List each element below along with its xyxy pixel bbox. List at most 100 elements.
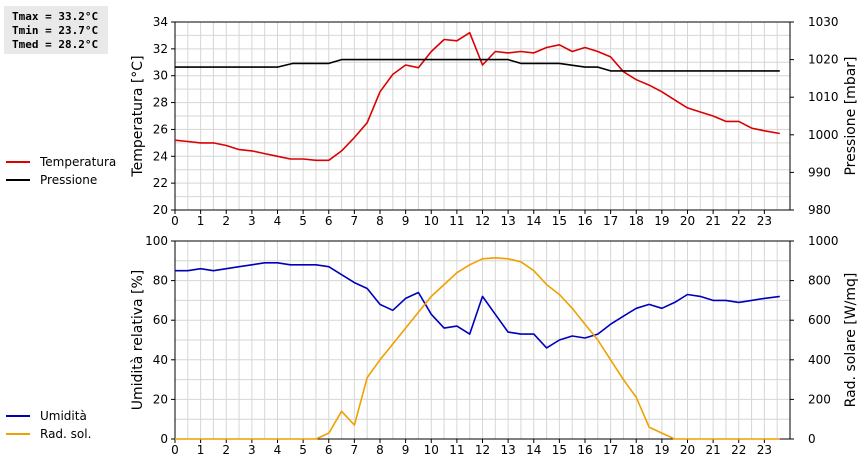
x-tick-label: 4 [274,443,282,457]
series-line-0-1 [175,58,780,72]
y-tick-label: 20 [153,203,168,217]
y-tick-label: 22 [153,176,168,190]
y-tick-label: 30 [153,69,168,83]
x-tick-label: 10 [424,214,439,228]
x-tick-label: 6 [325,443,333,457]
tmin-text: Tmin = 23.7°C [12,24,99,37]
x-tick-label: 3 [248,214,256,228]
legend-swatch-radsol [6,433,30,435]
y-tick-label: 34 [153,15,168,29]
y-tick-label: 60 [153,313,168,327]
legend-item-pressione: Pressione [6,171,116,189]
x-tick-label: 5 [299,214,307,228]
x-tick-label: 9 [402,443,410,457]
x-tick-label: 14 [526,443,541,457]
x-tick-label: 18 [629,214,644,228]
x-tick-label: 11 [449,443,464,457]
tmax-text: Tmax = 33.2°C [12,10,99,23]
y2-tick-label: 1000 [808,234,839,248]
x-tick-label: 20 [680,214,695,228]
y2-tick-label: 600 [808,313,831,327]
x-tick-label: 18 [629,443,644,457]
y2-tick-label: 990 [808,165,831,179]
y2-tick-label: 200 [808,392,831,406]
x-tick-label: 19 [654,443,669,457]
x-tick-label: 14 [526,214,541,228]
x-tick-label: 4 [274,214,282,228]
legend-label-umidita: Umidità [40,409,87,423]
x-tick-label: 7 [351,443,359,457]
x-tick-label: 17 [603,443,618,457]
y-tick-label: 80 [153,274,168,288]
y2-axis-label: Pressione [mbar] [843,56,859,175]
y2-tick-label: 800 [808,274,831,288]
x-tick-label: 15 [552,214,567,228]
y2-tick-label: 400 [808,353,831,367]
series-line-1-1 [175,256,780,440]
legend-swatch-temperatura [6,161,30,163]
legend-swatch-umidita [6,415,30,417]
x-tick-label: 16 [577,443,592,457]
legend-swatch-pressione [6,179,30,181]
x-tick-label: 2 [222,214,230,228]
x-tick-label: 22 [731,443,746,457]
x-tick-label: 2 [222,443,230,457]
x-tick-label: 1 [197,214,205,228]
y2-tick-label: 1000 [808,128,839,142]
x-tick-label: 15 [552,443,567,457]
x-tick-label: 21 [705,214,720,228]
x-tick-label: 13 [500,443,515,457]
y-tick-label: 28 [153,96,168,110]
legend-top: Temperatura Pressione [6,153,116,189]
y-axis-label: Temperatura [°C] [130,55,146,177]
x-tick-label: 12 [475,443,490,457]
x-tick-label: 16 [577,214,592,228]
y2-tick-label: 980 [808,203,831,217]
x-tick-label: 6 [325,214,333,228]
y-tick-label: 32 [153,42,168,56]
legend-item-temperatura: Temperatura [6,153,116,171]
x-tick-label: 9 [402,214,410,228]
x-tick-label: 17 [603,214,618,228]
legend-label-temperatura: Temperatura [40,155,117,169]
legend-label-radsol: Rad. sol. [40,427,92,441]
x-tick-label: 11 [449,214,464,228]
y2-tick-label: 1010 [808,90,839,104]
y-tick-label: 20 [153,392,168,406]
x-tick-label: 20 [680,443,695,457]
x-tick-label: 13 [500,214,515,228]
y-axis-label: Umidità relativa [%] [130,270,146,411]
x-tick-label: 12 [475,214,490,228]
y-tick-label: 40 [153,353,168,367]
x-tick-label: 10 [424,443,439,457]
x-tick-label: 8 [376,443,384,457]
x-tick-label: 1 [197,443,205,457]
y2-tick-label: 1020 [808,53,839,67]
chart-panel-0: 0 1 2 3 4 5 6 7 8 9 10 11 12 13 14 15 16 17 18 19 20 21 22 2320… [130,15,859,228]
x-tick-label: 8 [376,214,384,228]
legend-bottom: Umidità Rad. sol. [6,407,91,443]
x-tick-label: 21 [705,443,720,457]
legend-label-pressione: Pressione [40,173,98,187]
y2-tick-label: 1030 [808,15,839,29]
y-tick-label: 24 [153,149,168,163]
x-tick-label: 3 [248,443,256,457]
x-tick-label: 7 [351,214,359,228]
x-tick-label: 23 [757,214,772,228]
x-tick-label: 5 [299,443,307,457]
x-tick-label: 23 [757,443,772,457]
series-line-0-0 [174,31,780,162]
legend-item-umidita: Umidità [6,407,91,425]
y-tick-label: 100 [145,234,168,248]
y2-axis-label: Rad. solare [W/mq] [843,273,859,408]
y-tick-label: 26 [153,122,168,136]
legend-item-radsol: Rad. sol. [6,425,91,443]
chart-panel-1: 0 1 2 3 4 5 6 7 8 9 10 11 12 13 14 15 16 17 18 19 20 21 22 2302… [130,234,859,457]
tmed-text: Tmed = 28.2°C [12,38,99,51]
x-tick-label: 0 [171,214,179,228]
y2-tick-label: 0 [808,432,816,446]
y-tick-label: 0 [160,432,168,446]
x-tick-label: 22 [731,214,746,228]
series-line-1-0 [175,261,780,349]
